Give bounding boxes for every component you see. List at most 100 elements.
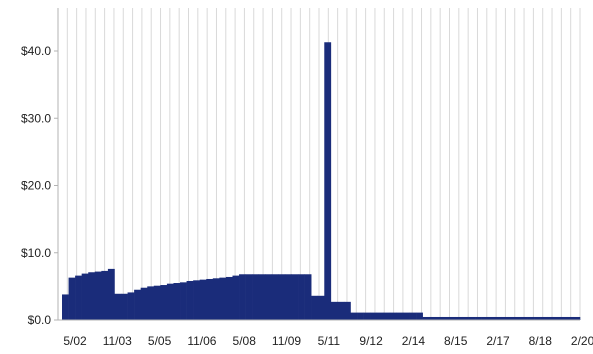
x-tick-labels: 5/02 11/03 5/05 11/06 5/08 11/09 5/11 9/12 2/14 8… — [63, 334, 593, 348]
bar — [507, 316, 515, 320]
bar — [75, 275, 82, 320]
bar — [153, 285, 161, 320]
bar — [383, 312, 391, 320]
bar — [566, 316, 574, 320]
bar — [101, 270, 109, 320]
bar — [396, 312, 404, 320]
bar — [311, 295, 319, 320]
axes — [57, 8, 580, 321]
bar — [186, 280, 194, 320]
bar — [94, 271, 102, 320]
bar — [317, 295, 325, 320]
bar — [501, 316, 509, 320]
bar — [514, 316, 522, 320]
x-tick-label: 11/06 — [187, 334, 216, 348]
bar — [212, 278, 220, 320]
bar — [166, 283, 174, 320]
y-tick-label: $0.0 — [28, 313, 52, 327]
bar — [429, 316, 437, 320]
bar — [107, 268, 115, 320]
bar — [180, 282, 187, 320]
bar — [534, 316, 541, 320]
bar — [481, 316, 489, 320]
bar — [225, 276, 233, 320]
bar — [140, 287, 148, 320]
bar — [540, 316, 548, 320]
bar — [265, 274, 273, 320]
bar — [114, 293, 122, 320]
bar — [435, 316, 443, 320]
bar — [134, 289, 141, 320]
bar — [416, 312, 423, 320]
bar — [304, 274, 312, 320]
y-tick-labels: $0.0 $10.0 $20.0 $30.0 $40.0 — [21, 44, 58, 327]
bar — [389, 312, 397, 320]
bar-series — [62, 42, 581, 320]
x-tick-label: 8/15 — [444, 334, 468, 348]
bar — [199, 279, 207, 320]
y-tick-label: $40.0 — [21, 44, 51, 58]
bar — [409, 312, 417, 320]
bar — [193, 280, 200, 320]
bar — [147, 286, 155, 320]
bar — [573, 316, 581, 320]
bar — [173, 283, 181, 320]
x-tick-label: 5/08 — [233, 334, 257, 348]
bar — [271, 274, 279, 320]
bar — [475, 316, 482, 320]
x-tick-label: 5/05 — [148, 334, 172, 348]
bar — [121, 293, 128, 320]
grid-lines — [66, 8, 581, 320]
bar — [81, 273, 89, 320]
bar — [455, 316, 463, 320]
bar — [560, 316, 568, 320]
bar — [343, 301, 351, 320]
bar — [442, 316, 450, 320]
bar — [461, 316, 469, 320]
x-tick-label: 2/20 — [571, 334, 593, 348]
bar — [206, 278, 214, 320]
x-tick-label: 11/03 — [103, 334, 132, 348]
x-tick-label: 5/11 — [318, 334, 341, 348]
x-tick-label: 9/12 — [359, 334, 383, 348]
bar — [239, 274, 246, 320]
x-tick-label: 11/09 — [272, 334, 301, 348]
bar — [252, 274, 260, 320]
bar — [376, 312, 384, 320]
bar — [527, 316, 535, 320]
bar — [219, 277, 227, 320]
bar — [363, 312, 371, 320]
y-tick-label: $30.0 — [21, 111, 51, 125]
y-tick-label: $20.0 — [21, 179, 51, 193]
bar — [127, 292, 135, 320]
bar — [357, 312, 364, 320]
x-tick-label: 8/18 — [529, 334, 553, 348]
x-tick-label: 5/02 — [63, 334, 87, 348]
bar — [278, 274, 286, 320]
bar — [468, 316, 476, 320]
bar — [68, 277, 76, 320]
x-tick-label: 2/17 — [486, 334, 510, 348]
bar — [337, 301, 345, 320]
bar — [547, 316, 555, 320]
y-tick-label: $10.0 — [21, 246, 51, 260]
bar — [402, 312, 410, 320]
bar — [284, 274, 292, 320]
bar — [62, 294, 69, 320]
bar — [520, 316, 528, 320]
bar — [330, 301, 338, 320]
bar — [245, 274, 253, 320]
bar — [298, 274, 305, 320]
bar — [494, 316, 502, 320]
bar — [350, 312, 358, 320]
x-tick-label: 2/14 — [402, 334, 426, 348]
bar — [488, 316, 496, 320]
bar — [553, 316, 561, 320]
bar — [370, 312, 378, 320]
bar — [448, 316, 456, 320]
bar — [324, 42, 332, 320]
bar — [160, 285, 168, 320]
bar — [291, 274, 299, 320]
bar — [422, 316, 430, 320]
